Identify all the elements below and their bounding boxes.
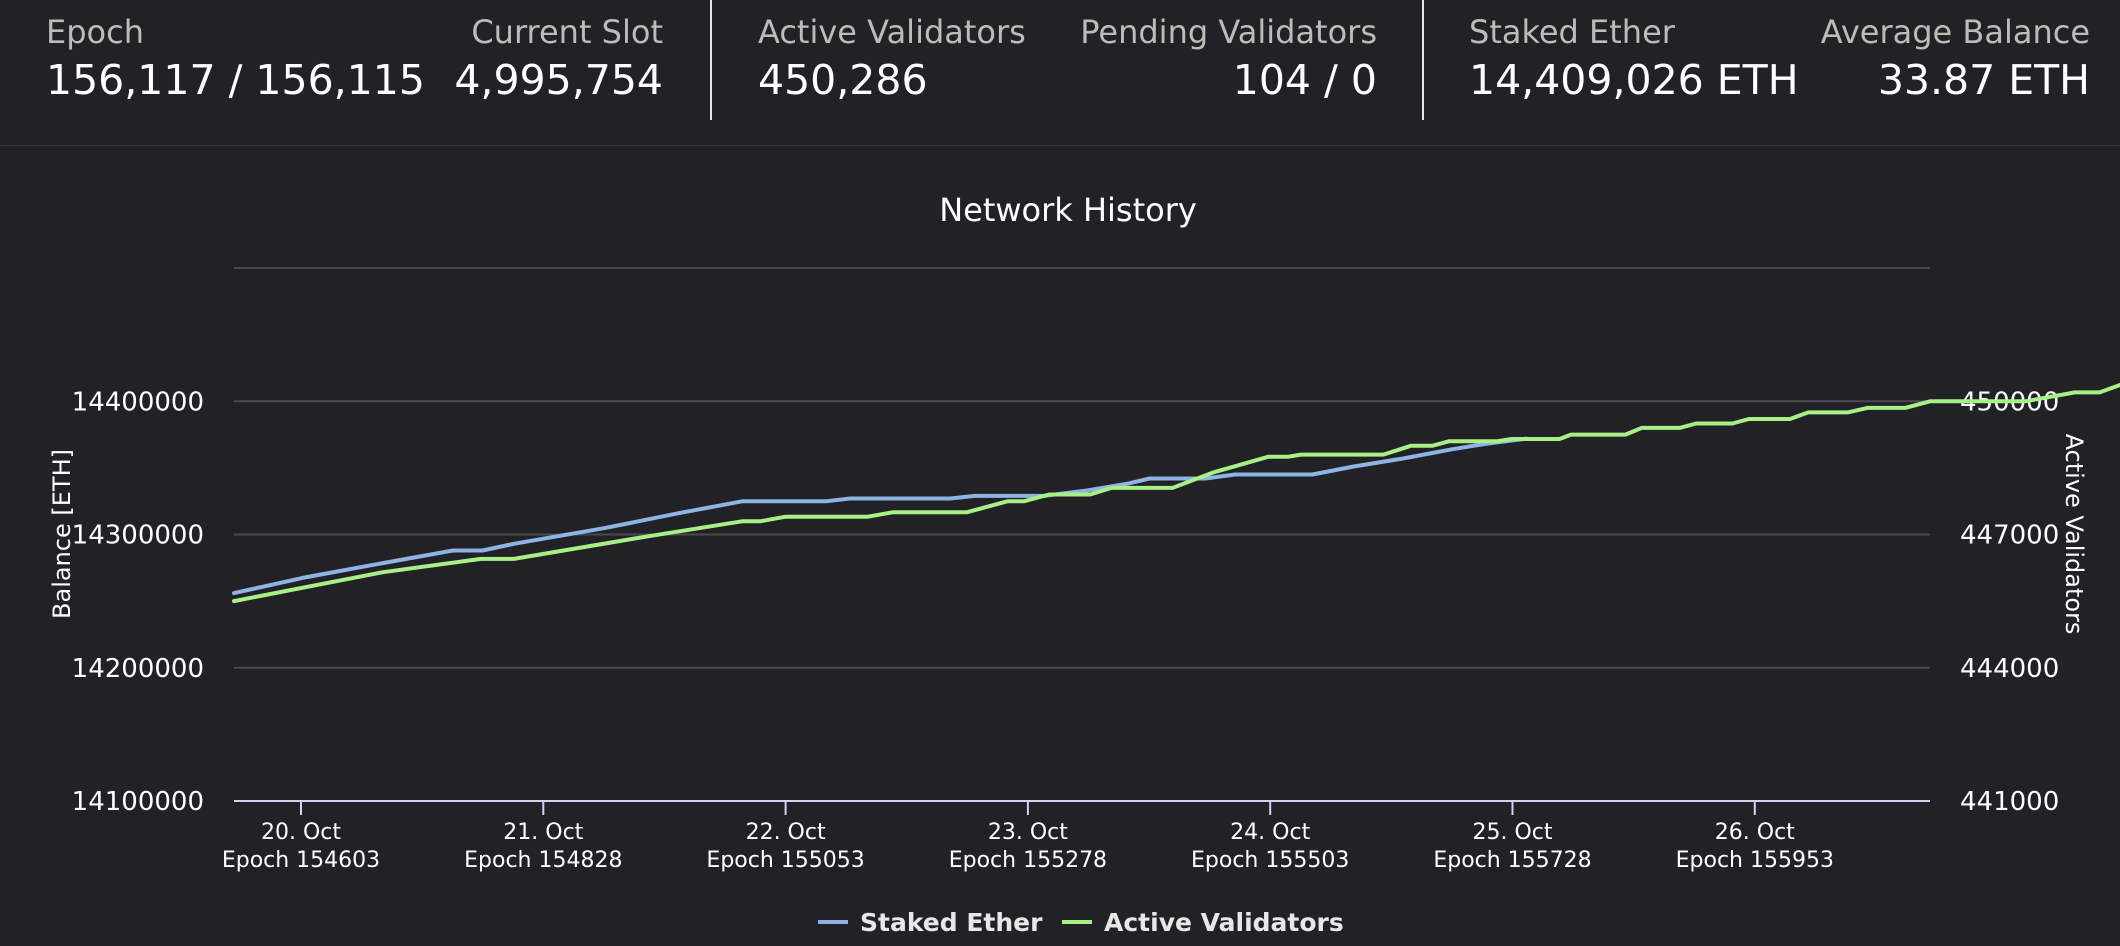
x-tick-epoch: Epoch 155053 [706,848,864,873]
x-tick-date: 22. Oct [746,820,826,845]
x-tick-epoch: Epoch 154603 [222,848,380,873]
stat-value: 33.87 ETH [1877,56,2090,104]
x-tick-epoch: Epoch 155278 [949,848,1107,873]
stat-value: 156,117 / 156,115 [46,56,425,104]
stats-divider [710,0,712,120]
stat-label: Pending Validators [1080,13,1377,51]
series-line-staked-ether[interactable] [232,436,1529,596]
x-tick-date: 23. Oct [988,820,1068,845]
series-line-active-validators[interactable] [232,286,2120,604]
x-tick-date: 24. Oct [1230,820,1310,845]
stat-value: 104 / 0 [1232,56,1377,104]
left-tick-label: 14300000 [72,521,204,551]
stat-value: 14,409,026 ETH [1469,56,1799,104]
chart-legend[interactable]: Staked Ether Active Validators [818,908,1344,937]
stat-value: 4,995,754 [454,56,663,104]
stat-label: Staked Ether [1469,13,1675,51]
stat-label: Epoch [46,13,144,51]
left-tick-label: 14200000 [72,654,204,684]
grid-lines [234,267,1930,669]
x-tick-date: 26. Oct [1715,820,1795,845]
x-tick-epoch: Epoch 155953 [1676,848,1834,873]
x-tick-epoch: Epoch 155503 [1191,848,1349,873]
stat-staked-ether: Staked Ether 14,409,026 ETH [1469,12,1799,106]
left-tick-label: 14400000 [72,387,204,417]
legend-item-label[interactable]: Active Validators [1104,908,1344,937]
legend-item-label[interactable]: Staked Ether [860,908,1043,937]
x-tick-date: 21. Oct [503,820,583,845]
stats-divider [1422,0,1424,120]
stat-active-validators: Active Validators 450,286 [758,12,1026,106]
left-axis-ticks: 14100000 14200000 14300000 14400000 [72,387,204,817]
stat-current-slot: Current Slot 4,995,754 [454,12,663,106]
left-tick-label: 14100000 [72,787,204,817]
x-tick-date: 25. Oct [1472,820,1552,845]
right-tick-label: 447000 [1960,521,2059,551]
left-axis-label: Balance [ETH] [48,449,76,619]
chart-title: Network History [939,191,1197,229]
series-lines [232,286,2120,604]
stat-value: 450,286 [758,56,928,104]
right-tick-label: 444000 [1960,654,2059,684]
stat-label: Average Balance [1820,13,2090,51]
stat-epoch: Epoch 156,117 / 156,115 [46,12,425,106]
right-tick-label: 441000 [1960,787,2059,817]
x-tick-date: 20. Oct [261,820,341,845]
stat-label: Current Slot [471,13,663,51]
right-axis-label: Active Validators [2060,434,2088,635]
x-axis-ticks: 20. Oct Epoch 154603 21. Oct Epoch 154828 22… [222,801,1834,873]
x-tick-epoch: Epoch 154828 [464,848,622,873]
stat-label: Active Validators [758,13,1026,51]
stat-average-balance: Average Balance 33.87 ETH [1821,12,2090,106]
stat-pending-validators: Pending Validators 104 / 0 [1080,12,1377,106]
x-tick-epoch: Epoch 155728 [1433,848,1591,873]
stats-bar: Epoch 156,117 / 156,115 Current Slot 4,9… [0,0,2120,146]
